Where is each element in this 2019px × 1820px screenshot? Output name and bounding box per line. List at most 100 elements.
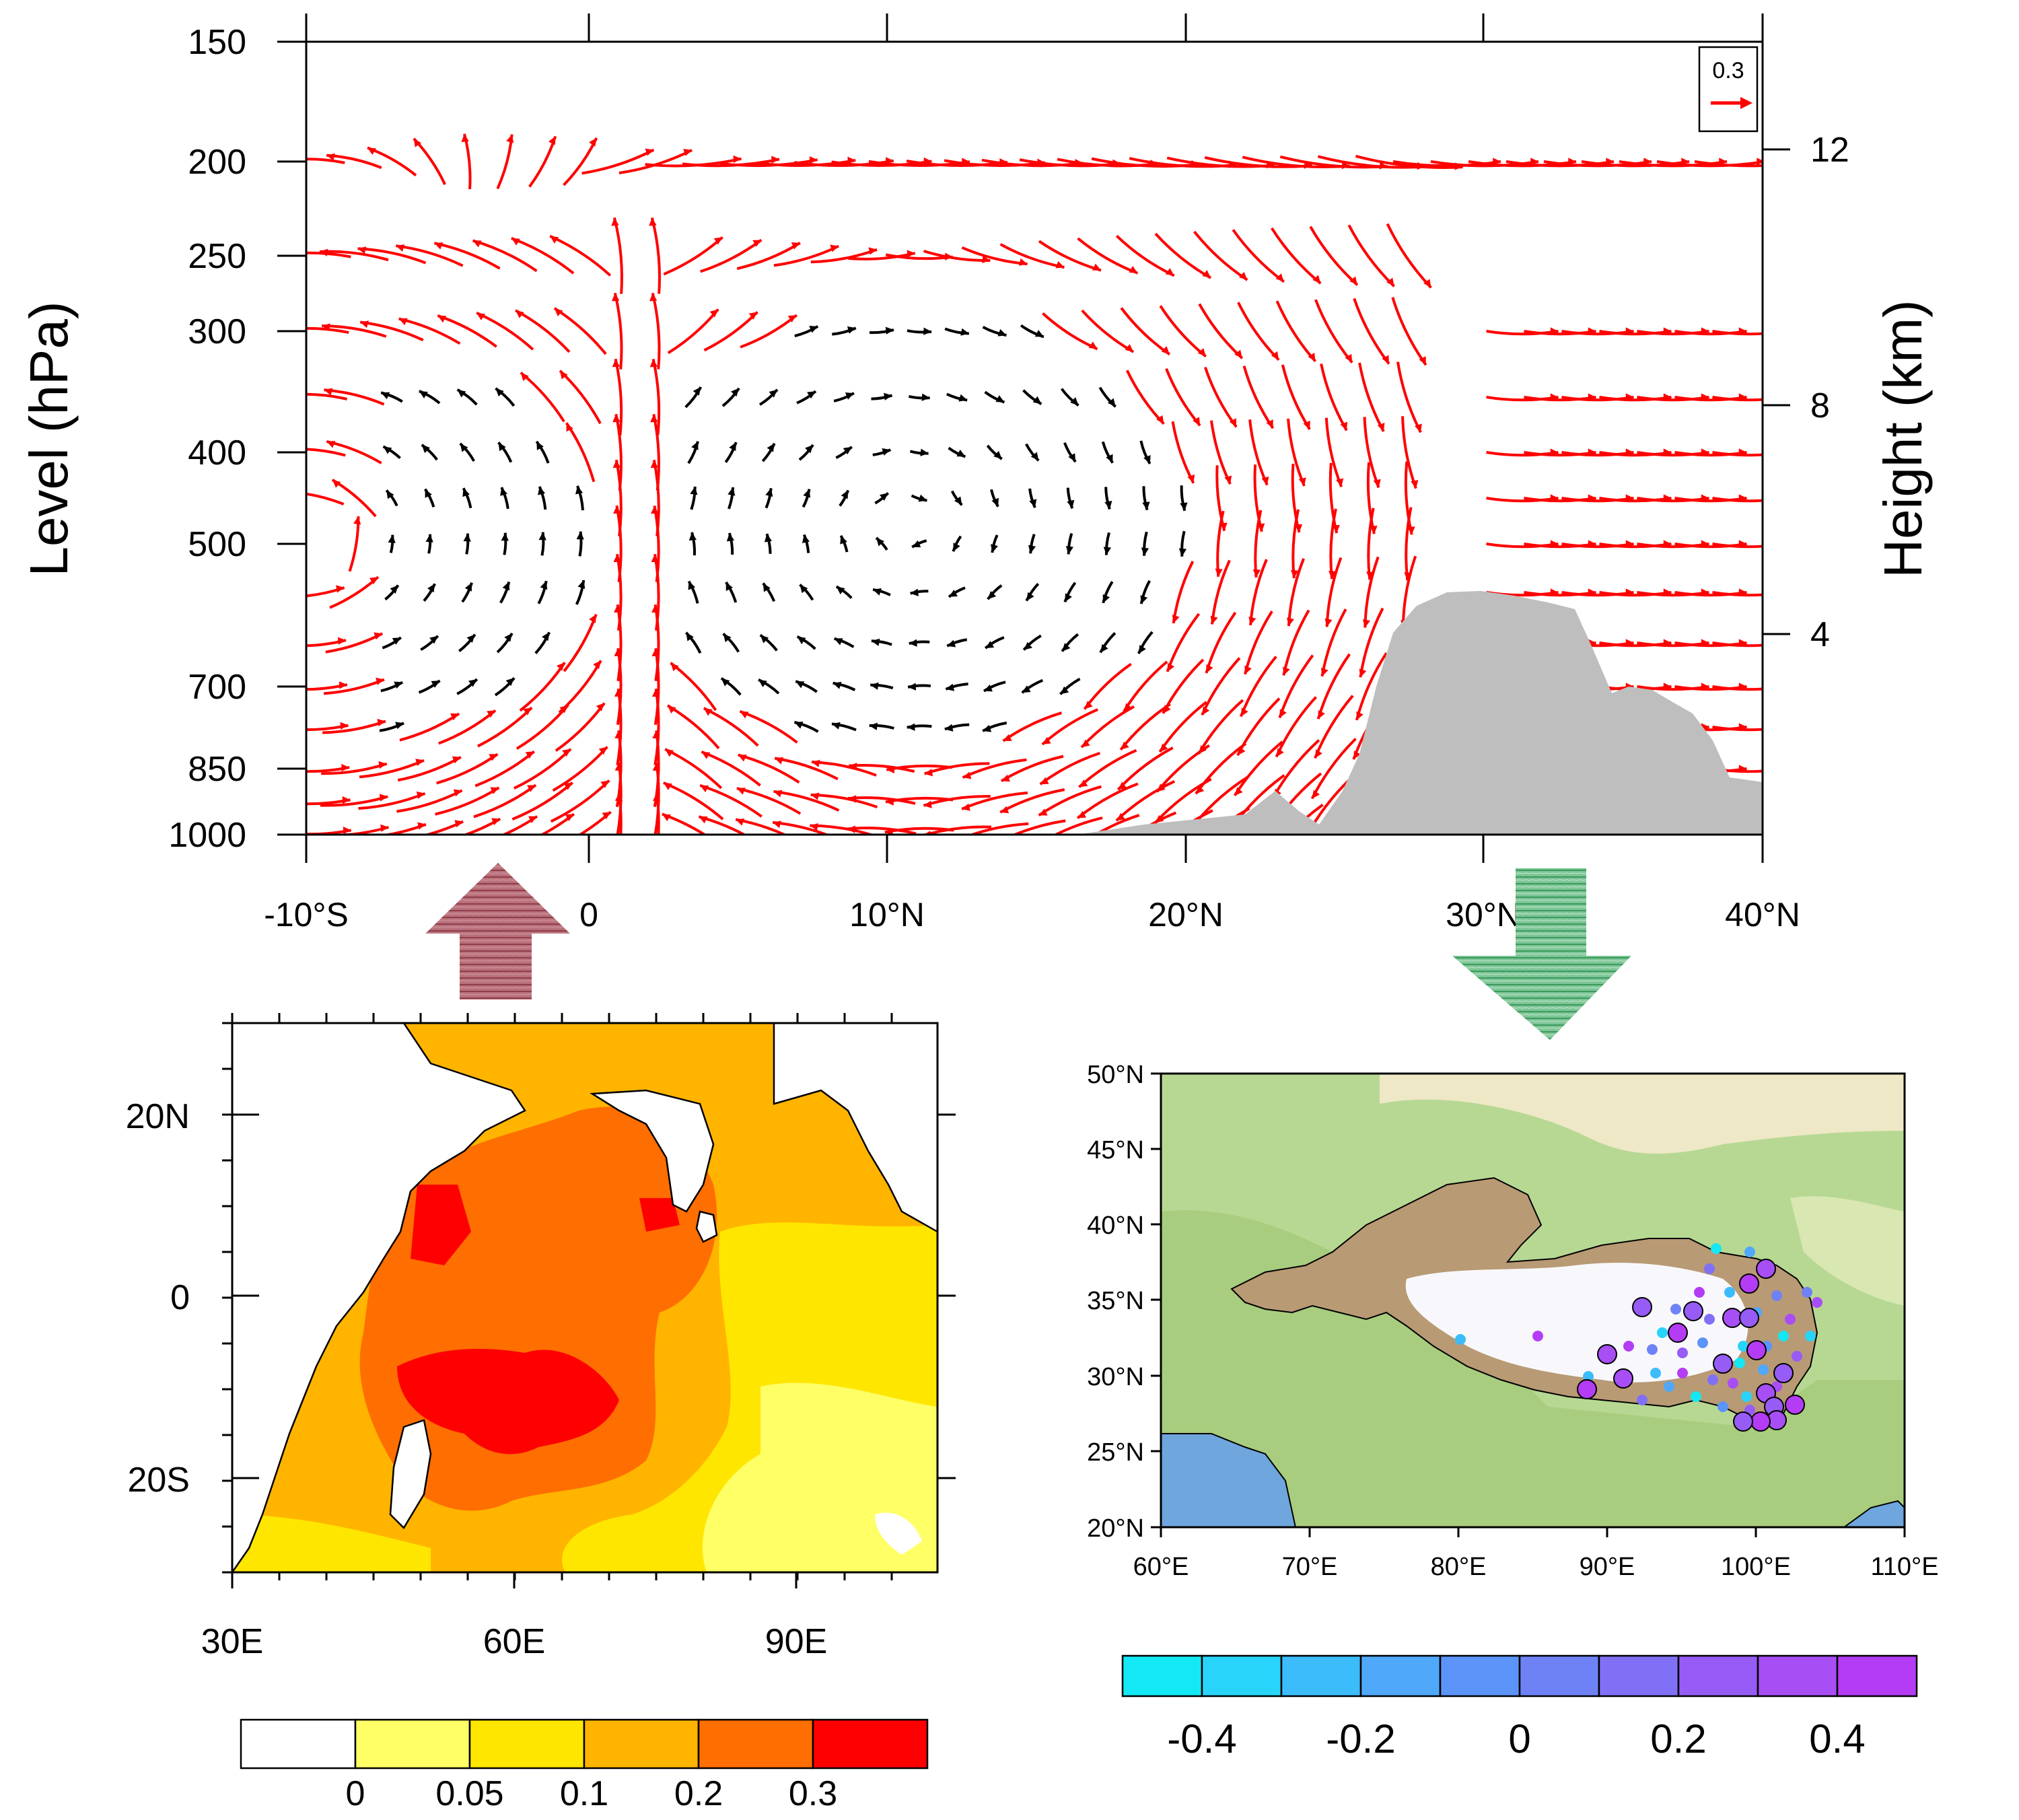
- wind-vector: [923, 250, 991, 263]
- wind-vector: [1098, 386, 1117, 408]
- wind-vector: [1020, 324, 1044, 339]
- wind-vector: [1242, 365, 1275, 429]
- wind-vector: [1080, 705, 1135, 748]
- wind-vector: [802, 534, 810, 553]
- right-map-lat-label: 45°N: [1087, 1136, 1144, 1164]
- wind-vector: [1077, 237, 1139, 275]
- wind-vector: [774, 757, 839, 781]
- sri-lanka-land: [695, 1210, 718, 1243]
- right-map-lat-label: 30°N: [1087, 1363, 1144, 1391]
- southeast-asia-land: [773, 1023, 937, 1233]
- wind-vector: [413, 137, 446, 185]
- wind-vector: [555, 702, 606, 753]
- wind-vector: [1103, 532, 1112, 555]
- strong-anomaly-area: [397, 1349, 619, 1455]
- wind-vector: [811, 759, 877, 777]
- wind-vector: [379, 722, 404, 732]
- wind-vector: [1038, 240, 1102, 272]
- left-map-lat-label: 20N: [126, 1097, 190, 1136]
- wind-vector: [1059, 677, 1081, 695]
- wind-vector: [552, 746, 608, 792]
- wind-vector: [1205, 611, 1237, 674]
- wind-vector: [698, 815, 747, 835]
- wind-vector: [380, 822, 427, 835]
- wind-vector: [664, 748, 723, 790]
- wind-vector: [380, 680, 404, 693]
- station-marker: [1741, 1391, 1752, 1402]
- colorbar-swatch: [1359, 1654, 1442, 1698]
- wind-vector: [1282, 609, 1310, 676]
- wind-vector: [384, 584, 400, 601]
- wind-vector: [549, 234, 612, 277]
- wind-vector: [736, 787, 802, 815]
- station-marker: [1756, 1259, 1776, 1279]
- wind-vector: [306, 637, 347, 648]
- wind-vector: [699, 783, 763, 818]
- colorbar-swatch: [1121, 1654, 1203, 1698]
- right-map-lat-label: 20°N: [1087, 1514, 1144, 1543]
- wind-vector: [758, 678, 780, 695]
- left-map-lon-label: 30E: [201, 1622, 264, 1661]
- reference-vector-legend: 0.3: [1698, 46, 1759, 133]
- wind-vector: [875, 536, 888, 551]
- tibetan-plateau-map-panel: 50°N 45°N 40°N 35°N 30°N 25°N 20°N 60°E 70°E 80°E…: [1087, 1061, 1938, 1761]
- wind-vector: [739, 709, 798, 744]
- wind-vector: [380, 391, 403, 403]
- wind-vector: [559, 370, 602, 425]
- right-map-lon-label: 90°E: [1580, 1553, 1635, 1581]
- pressure-tick-label: 200: [188, 143, 246, 182]
- wind-vector: [306, 158, 345, 164]
- wind-vector: [736, 242, 801, 271]
- wind-vector: [1154, 232, 1212, 279]
- wind-vector: [1275, 300, 1317, 363]
- wind-vector: [1233, 740, 1283, 797]
- wind-vector: [306, 492, 345, 505]
- wind-vector: [772, 820, 830, 835]
- wind-vector: [724, 442, 738, 464]
- wind-vector: [433, 242, 501, 270]
- wind-vector: [1396, 361, 1422, 433]
- station-marker: [1805, 1331, 1816, 1341]
- pressure-tick-label: 300: [188, 312, 246, 351]
- wind-vector: [663, 781, 724, 820]
- wind-vector: [614, 604, 623, 682]
- wind-vector: [1347, 224, 1396, 287]
- station-marker: [1632, 1297, 1652, 1317]
- zero-anomaly-area: [875, 1512, 922, 1555]
- wind-vector: [984, 636, 1005, 650]
- wind-vector: [1237, 302, 1280, 361]
- wind-vector: [1065, 532, 1074, 555]
- wind-vector: [651, 689, 660, 766]
- station-marker: [1744, 1247, 1755, 1257]
- wind-vector: [1101, 441, 1114, 464]
- wind-vector: [326, 153, 382, 170]
- wind-vector: [1028, 488, 1037, 508]
- wind-vector: [1366, 508, 1375, 580]
- wind-vector: [1324, 557, 1343, 627]
- upward-arrow: [425, 863, 570, 1000]
- wind-vector: [1063, 582, 1077, 602]
- colorbar-swatch: [583, 1718, 700, 1770]
- wind-vector: [982, 722, 1007, 732]
- wind-vector: [396, 244, 464, 267]
- wind-vector: [1198, 303, 1244, 359]
- wind-vector: [1141, 531, 1149, 556]
- wind-vector: [834, 637, 855, 648]
- wind-vector: [1139, 440, 1152, 465]
- colorbar-swatch: [1836, 1654, 1918, 1698]
- wind-vector: [323, 677, 385, 695]
- wind-vector: [1353, 298, 1390, 365]
- wind-vector: [1166, 612, 1201, 672]
- wind-vector: [1061, 633, 1079, 652]
- wind-vector: [534, 631, 551, 654]
- wind-vector: [1053, 816, 1103, 835]
- wind-vector: [1712, 591, 1763, 597]
- wind-vector: [923, 762, 990, 777]
- wind-vector: [1195, 742, 1247, 795]
- wind-vector: [944, 723, 970, 732]
- wind-vector: [306, 681, 348, 691]
- wind-vector: [499, 581, 511, 604]
- arabia-africa-land: [232, 1023, 526, 1572]
- station-marker: [1739, 1308, 1759, 1328]
- wind-vector: [1117, 746, 1174, 791]
